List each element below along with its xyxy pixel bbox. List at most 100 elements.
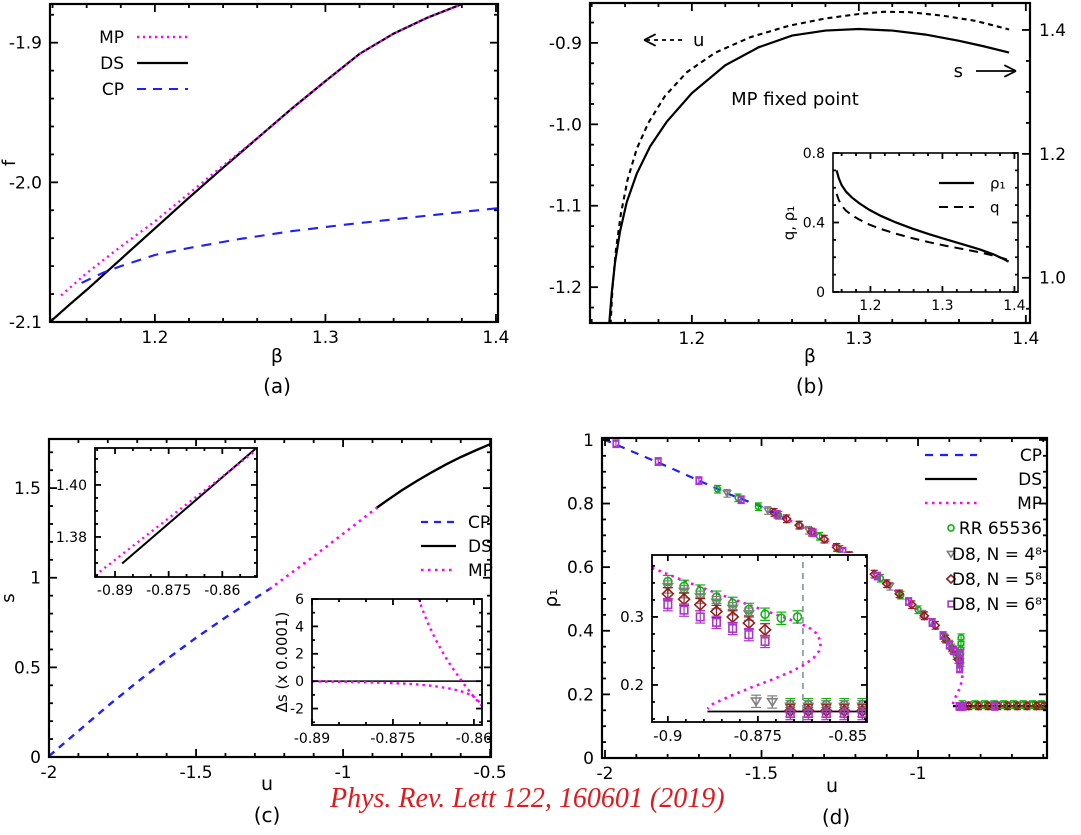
panel-c-inset-1-axes: -0.89 -0.875 -0.86 1.40 1.38 bbox=[56, 448, 257, 599]
svg-text:0.4: 0.4 bbox=[567, 622, 594, 642]
svg-text:0.6: 0.6 bbox=[567, 558, 594, 578]
svg-text:DS: DS bbox=[468, 537, 492, 557]
panel-a-chart: 1.2 1.3 1.4 -1.9 -2.0 -2.1 β f (a) MP DS CP bbox=[0, 2, 509, 398]
panel-b-panel-label: (b) bbox=[796, 374, 824, 398]
panel-d-inset-1-axes: -0.9 -0.875 -0.85 0.3 0.2 bbox=[620, 555, 867, 745]
panel-b-inset-1-axes: 1.2 1.3 1.4 0 0.4 0.8 bbox=[803, 146, 1026, 314]
svg-text:1.4: 1.4 bbox=[1003, 298, 1025, 314]
svg-text:-1: -1 bbox=[910, 764, 927, 784]
panel-d-panel-label: (d) bbox=[822, 805, 850, 829]
svg-text:-2: -2 bbox=[597, 764, 614, 784]
panel-c-inset-2-plot-frame bbox=[311, 598, 483, 726]
panel-a-series-DS bbox=[50, 4, 466, 322]
svg-text:-2.0: -2.0 bbox=[9, 173, 42, 193]
svg-text:0.5: 0.5 bbox=[14, 658, 41, 678]
panel-c-inset-2-axes: -0.89 -0.875 -0.86 6 4 2 0 -2 bbox=[290, 592, 492, 747]
svg-text:1.2: 1.2 bbox=[678, 329, 705, 349]
svg-text:-2.1: -2.1 bbox=[9, 313, 42, 333]
panel-b-x-axis-label: β bbox=[804, 345, 816, 367]
panel-c-inset-1-series-DS bbox=[121, 448, 257, 565]
svg-text:0.8: 0.8 bbox=[567, 494, 594, 514]
panel-c-inset-1-series-MP bbox=[95, 448, 257, 577]
svg-text:0.3: 0.3 bbox=[620, 608, 644, 626]
svg-text:0: 0 bbox=[583, 749, 594, 769]
panel-c-inset-2-y-axis-label: Δs (x 0.0001) bbox=[273, 612, 291, 713]
svg-text:-0.9: -0.9 bbox=[653, 727, 682, 745]
panel-b-annotation-1: u bbox=[693, 30, 704, 51]
svg-text:1.40: 1.40 bbox=[56, 478, 87, 494]
svg-text:0.2: 0.2 bbox=[620, 676, 644, 694]
svg-text:-2: -2 bbox=[41, 763, 58, 783]
svg-text:DS: DS bbox=[1018, 470, 1042, 490]
panel-b-plot-frame bbox=[588, 1, 1032, 325]
panel-a-legend: MP DS CP bbox=[99, 28, 188, 100]
svg-text:CP: CP bbox=[102, 80, 124, 100]
svg-text:-2: -2 bbox=[290, 701, 304, 717]
panel-c-series-layer bbox=[49, 443, 491, 757]
panel-a-series-layer bbox=[50, 4, 498, 322]
panel-b-axes: 1.2 1.3 1.4 -0.9 -1.0 -1.1 -1.2 1.4 1.2 1.0 bbox=[549, 3, 1066, 349]
svg-text:-0.89: -0.89 bbox=[294, 731, 330, 747]
panel-c-inset-2-series-layer bbox=[312, 599, 482, 707]
panel-b-inset-1-y-axis-label: q, ρ₁ bbox=[780, 206, 798, 241]
svg-text:0.8: 0.8 bbox=[803, 146, 825, 162]
panel-b-inset-1-series-layer bbox=[835, 170, 1010, 263]
panel-d-series-D8, N = 6⁸ bbox=[612, 439, 999, 711]
svg-text:-0.9: -0.9 bbox=[549, 34, 582, 54]
svg-text:-1.5: -1.5 bbox=[179, 763, 212, 783]
svg-text:D8, N = 4⁸: D8, N = 4⁸ bbox=[952, 545, 1042, 565]
svg-text:DS: DS bbox=[100, 54, 124, 74]
svg-text:RR 65536: RR 65536 bbox=[959, 519, 1042, 539]
svg-text:1.2: 1.2 bbox=[141, 328, 168, 348]
panel-a-axes: 1.2 1.3 1.4 -1.9 -2.0 -2.1 bbox=[9, 4, 509, 348]
panel-d-series-layer bbox=[603, 438, 1047, 711]
panel-a-x-axis-label: β bbox=[271, 345, 283, 367]
svg-text:-0.5: -0.5 bbox=[474, 763, 507, 783]
panel-c-series-DS bbox=[376, 443, 491, 509]
svg-text:-0.86: -0.86 bbox=[204, 583, 240, 599]
panel-c-axes: -2 -1.5 -1 -0.5 0 0.5 1 1.5 bbox=[14, 439, 507, 783]
panel-d-inset-1-series-D8, N = 6⁸ bbox=[662, 597, 867, 721]
svg-text:2: 2 bbox=[295, 647, 304, 663]
svg-text:MP: MP bbox=[468, 561, 493, 581]
svg-text:-1.5: -1.5 bbox=[745, 764, 778, 784]
svg-text:-0.875: -0.875 bbox=[370, 731, 415, 747]
panel-c-plot-frame bbox=[47, 437, 493, 759]
panel-a-plot-frame bbox=[48, 2, 500, 324]
svg-text:6: 6 bbox=[295, 592, 304, 608]
panel-b-inset-1-series-q bbox=[835, 193, 1009, 262]
svg-text:1.2: 1.2 bbox=[1039, 145, 1066, 165]
svg-text:1.3: 1.3 bbox=[312, 328, 339, 348]
svg-text:CP: CP bbox=[1020, 446, 1042, 466]
svg-text:-0.89: -0.89 bbox=[97, 583, 133, 599]
panel-c-series-MP bbox=[268, 506, 378, 591]
svg-text:4: 4 bbox=[295, 619, 304, 635]
panel-d-axes: -2 -1.5 -1 0 0.2 0.4 0.6 0.8 1 bbox=[567, 431, 1047, 784]
panel-d-x-axis-label: u bbox=[826, 775, 838, 797]
svg-text:0.4: 0.4 bbox=[803, 215, 825, 231]
svg-text:-1.0: -1.0 bbox=[549, 115, 582, 135]
panel-d-legend: CP DS MP RR 65536 D8, N = 4⁸ D8, N = 5⁸ D8, N … bbox=[925, 446, 1042, 615]
svg-text:-0.875: -0.875 bbox=[734, 727, 782, 745]
svg-text:1.38: 1.38 bbox=[56, 530, 87, 546]
svg-text:MP: MP bbox=[1017, 494, 1042, 514]
panel-c-series-CP bbox=[49, 588, 271, 757]
panel-d-inset-1-series-layer bbox=[652, 555, 867, 722]
panel-d-series-CP bbox=[603, 438, 788, 520]
panel-c-legend: CP DS MP bbox=[421, 513, 493, 581]
panel-d-series-MP bbox=[776, 513, 964, 705]
svg-text:D8, N = 6⁸: D8, N = 6⁸ bbox=[952, 595, 1042, 615]
panel-c-inset-1-plot-frame bbox=[94, 447, 258, 578]
panel-b-inset-1-legend: ρ₁ q bbox=[939, 174, 1006, 216]
svg-text:MP: MP bbox=[99, 28, 124, 48]
svg-text:-0.86: -0.86 bbox=[456, 731, 492, 747]
svg-text:-1.9: -1.9 bbox=[9, 34, 42, 54]
svg-text:D8, N = 5⁸: D8, N = 5⁸ bbox=[952, 570, 1042, 590]
svg-text:q: q bbox=[990, 198, 1000, 216]
svg-text:0: 0 bbox=[30, 748, 41, 768]
svg-text:1: 1 bbox=[30, 569, 41, 589]
panel-b-series-s bbox=[608, 27, 1010, 323]
panel-b-inset-1-series-ρ₁ bbox=[835, 170, 1010, 263]
